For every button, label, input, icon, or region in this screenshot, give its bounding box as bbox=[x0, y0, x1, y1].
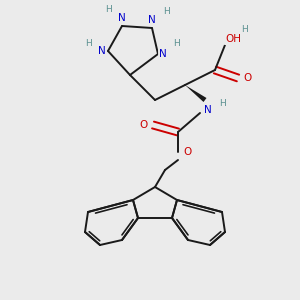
Text: O: O bbox=[244, 73, 252, 83]
Text: N: N bbox=[204, 105, 212, 115]
Text: H: H bbox=[219, 98, 225, 107]
Text: H: H bbox=[163, 8, 170, 16]
Text: N: N bbox=[148, 15, 156, 25]
Text: H: H bbox=[172, 40, 179, 49]
Text: H: H bbox=[85, 38, 92, 47]
Text: O: O bbox=[139, 120, 147, 130]
Text: H: H bbox=[105, 5, 111, 14]
Text: N: N bbox=[118, 13, 126, 23]
Polygon shape bbox=[185, 85, 206, 102]
Text: OH: OH bbox=[225, 34, 241, 44]
Text: H: H bbox=[242, 25, 248, 34]
Text: N: N bbox=[159, 49, 167, 59]
Text: O: O bbox=[184, 147, 192, 157]
Text: N: N bbox=[98, 46, 106, 56]
